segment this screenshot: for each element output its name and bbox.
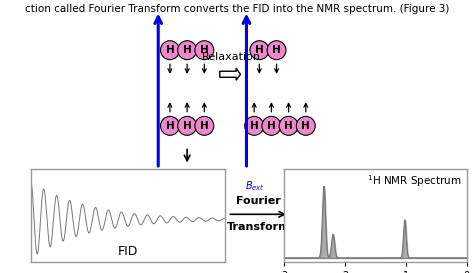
Text: H: H [183, 45, 191, 55]
Circle shape [279, 116, 298, 135]
Text: Fourier: Fourier [236, 196, 281, 206]
Text: H: H [183, 121, 191, 131]
FancyArrow shape [220, 68, 240, 80]
Circle shape [195, 41, 214, 60]
Text: H: H [165, 121, 174, 131]
Text: H: H [301, 121, 310, 131]
Text: H: H [255, 45, 264, 55]
Circle shape [296, 116, 315, 135]
Text: $B_{ext}$: $B_{ext}$ [245, 179, 264, 193]
Circle shape [178, 116, 197, 135]
Text: H: H [267, 121, 276, 131]
Text: H: H [272, 45, 281, 55]
Circle shape [250, 41, 269, 60]
Text: H: H [250, 121, 259, 131]
Circle shape [245, 116, 264, 135]
Text: Relaxation: Relaxation [201, 52, 261, 62]
Text: Transform: Transform [227, 222, 290, 233]
Text: $^{1}$H NMR Spectrum: $^{1}$H NMR Spectrum [366, 173, 461, 189]
Circle shape [161, 116, 179, 135]
Circle shape [262, 116, 281, 135]
Circle shape [195, 116, 214, 135]
Text: $B_{ext}$: $B_{ext}$ [155, 179, 175, 193]
Text: H: H [200, 45, 209, 55]
Text: H: H [284, 121, 293, 131]
Circle shape [161, 41, 179, 60]
Circle shape [178, 41, 197, 60]
Text: H: H [165, 45, 174, 55]
Text: H: H [200, 121, 209, 131]
Text: ction called Fourier Transform converts the FID into the NMR spectrum. (Figure 3: ction called Fourier Transform converts … [25, 4, 449, 14]
Text: FID: FID [118, 245, 138, 258]
Circle shape [267, 41, 286, 60]
